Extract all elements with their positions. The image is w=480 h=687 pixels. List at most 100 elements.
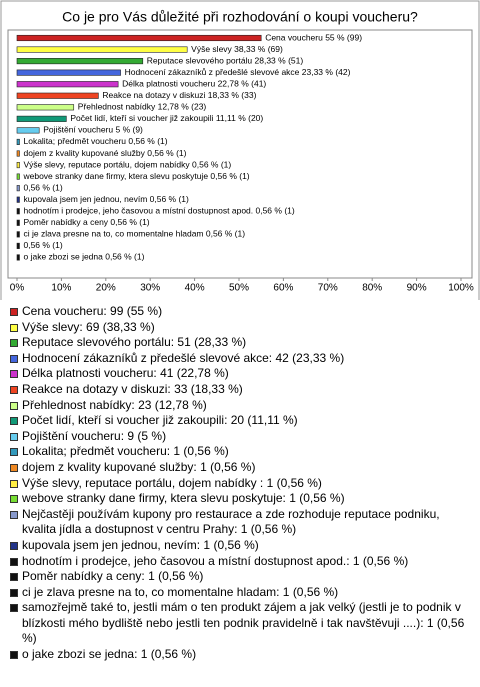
bar	[16, 104, 75, 111]
legend-label: Reputace slevového portálu: 51 (28,33 %)	[22, 335, 247, 350]
bar	[16, 34, 262, 42]
legend-swatch	[10, 510, 18, 519]
legend-label: webove stranky dane firmy, ktera slevu p…	[22, 491, 345, 506]
value-label: dojem z kvality kupované služby 0,56 % (…	[23, 148, 186, 158]
legend-label: samozřejmě také to, jestli mám o ten pro…	[22, 600, 465, 646]
value-label: ci je zlava presne na to, co momentalne …	[23, 229, 245, 239]
legend-swatch	[10, 385, 18, 394]
legend-label: o jake zbozi se jedna: 1 (0,56 %)	[22, 647, 197, 662]
x-tick-label: 0%	[10, 283, 25, 294]
x-tick-label: 20%	[96, 283, 116, 294]
bar	[16, 69, 121, 76]
x-tick-label: 60%	[273, 283, 293, 294]
legend-item: Pojištění voucheru: 9 (5 %)	[8, 429, 470, 445]
legend-label: Přehlednost nabídky: 23 (12,78 %)	[22, 397, 207, 412]
chart-title: Co je pro Vás důležité při rozhodování o…	[62, 9, 418, 25]
legend-item: kupovala jsem jen jednou, nevím: 1 (0,56…	[8, 538, 470, 554]
value-label: Přehlednost nabídky 12,78 % (23)	[78, 102, 207, 112]
legend-item: Výše slevy: 69 (38,33 %)	[8, 320, 470, 336]
plot-frame	[7, 29, 473, 279]
legend-label: dojem z kvality kupované služby: 1 (0,56…	[22, 459, 256, 474]
value-label: Lokalita; předmět voucheru 0,56 % (1)	[23, 136, 167, 146]
legend-item: Lokalita; předmět voucheru: 1 (0,56 %)	[8, 444, 470, 460]
legend-label: Výše slevy, reputace portálu, dojem nabí…	[22, 475, 322, 490]
bar	[16, 115, 67, 122]
legend-swatch	[10, 463, 18, 472]
value-label: Počet lidí, kteří si voucher již zakoupi…	[70, 113, 263, 123]
legend-item: hodnotím i prodejce, jeho časovou a míst…	[8, 554, 470, 570]
legend-item: ci je zlava presne na to, co momentalne …	[8, 585, 470, 601]
bar	[16, 185, 20, 192]
legend-item: dojem z kvality kupované služby: 1 (0,56…	[8, 460, 470, 476]
value-label: Výše slevy 38,33 % (69)	[191, 44, 283, 54]
legend-label: Počet lidí, kteří si voucher již zakoupi…	[22, 413, 298, 428]
x-tick-label: 10%	[51, 283, 71, 294]
legend-item: Reakce na dotazy v diskuzi: 33 (18,33 %)	[8, 382, 470, 398]
legend-label: kupovala jsem jen jednou, nevím: 1 (0,56…	[22, 537, 259, 552]
bar	[16, 231, 20, 238]
x-tick-label: 50%	[229, 283, 249, 294]
x-tick-label: 30%	[140, 283, 160, 294]
legend-label: Reakce na dotazy v diskuzi: 33 (18,33 %)	[22, 381, 243, 396]
legend: Cena voucheru: 99 (55 %) Výše slevy: 69 (…	[8, 304, 470, 663]
x-tick-label: 100%	[448, 283, 474, 294]
legend-swatch	[10, 354, 18, 363]
legend-swatch	[10, 370, 18, 379]
value-label: Pojištění voucheru 5 % (9)	[43, 125, 143, 135]
legend-swatch	[10, 339, 18, 348]
value-label: Reputace slevového portálu 28,33 % (51)	[147, 55, 304, 65]
bar	[16, 138, 20, 145]
legend-swatch	[10, 541, 18, 550]
legend-item: Přehlednost nabídky: 23 (12,78 %)	[8, 398, 470, 414]
legend-swatch	[10, 573, 18, 582]
legend-item: Cena voucheru: 99 (55 %)	[8, 304, 470, 320]
legend-label: Nejčastěji používám kupony pro restaurac…	[22, 506, 440, 537]
bar	[16, 58, 144, 65]
legend-swatch	[10, 448, 18, 457]
legend-item: Hodnocení zákazníků z předešlé slevové a…	[8, 351, 470, 367]
legend-swatch	[10, 651, 18, 660]
value-label: Délka platnosti voucheru 22,78 % (41)	[122, 78, 266, 88]
x-tick-label: 90%	[407, 283, 427, 294]
value-label: 0,56 % (1)	[23, 240, 62, 250]
bar	[16, 173, 20, 180]
legend-label: hodnotím i prodejce, jeho časovou a míst…	[22, 553, 409, 568]
legend-swatch	[10, 323, 18, 332]
legend-swatch	[10, 308, 18, 316]
legend-label: Délka platnosti voucheru: 41 (22,78 %)	[22, 366, 229, 381]
bar	[16, 81, 119, 88]
bar	[16, 127, 40, 134]
legend-item: Výše slevy, reputace portálu, dojem nabí…	[8, 476, 470, 492]
bar	[16, 219, 20, 226]
value-label: Reakce na dotazy v diskuzi 18,33 % (33)	[102, 90, 256, 100]
bar	[16, 150, 20, 157]
legend-swatch	[10, 557, 18, 566]
chart: Co je pro Vás důležité při rozhodování o…	[0, 0, 480, 300]
legend-swatch	[10, 401, 18, 410]
x-tick-label: 40%	[185, 283, 205, 294]
value-label: Výše slevy, reputace portálu, dojem nabí…	[23, 159, 231, 169]
legend-swatch	[10, 432, 18, 441]
legend-swatch	[10, 604, 18, 613]
value-label: hodnotím i prodejce, jeho časovou a míst…	[23, 206, 294, 216]
legend-label: Hodnocení zákazníků z předešlé slevové a…	[22, 350, 345, 365]
legend-item: Délka platnosti voucheru: 41 (22,78 %)	[8, 366, 470, 382]
bar	[16, 208, 20, 215]
legend-label: Lokalita; předmět voucheru: 1 (0,56 %)	[22, 444, 229, 459]
value-label: webove stranky dane firmy, ktera slevu p…	[22, 171, 249, 181]
legend-item: Počet lidí, kteří si voucher již zakoupi…	[8, 413, 470, 429]
value-label: Poměr nabídky a ceny 0,56 % (1)	[23, 217, 149, 227]
value-label: o jake zbozi se jedna 0,56 % (1)	[23, 252, 144, 262]
legend-item: Poměr nabídky a ceny: 1 (0,56 %)	[8, 569, 470, 585]
x-tick-label: 70%	[318, 283, 338, 294]
bar	[16, 242, 20, 249]
legend-swatch	[10, 495, 18, 504]
legend-label: ci je zlava presne na to, co momentalne …	[22, 584, 339, 599]
value-label: kupovala jsem jen jednou, nevím 0,56 % (…	[23, 194, 189, 204]
value-label: Cena voucheru 55 % (99)	[265, 32, 362, 42]
value-label: Hodnocení zákazníků z předešlé slevové a…	[125, 67, 351, 77]
bar	[16, 162, 20, 169]
legend-item: o jake zbozi se jedna: 1 (0,56 %)	[8, 647, 470, 663]
legend-item: samozřejmě také to, jestli mám o ten pro…	[8, 600, 470, 647]
outer-frame	[0, 0, 480, 300]
